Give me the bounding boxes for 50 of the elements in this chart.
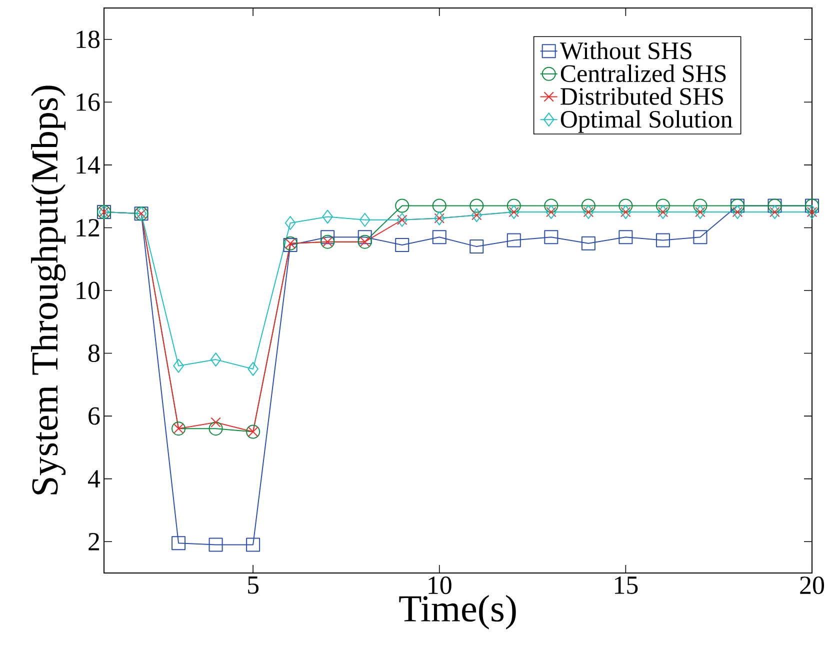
point (320, 230, 335, 244)
point (395, 198, 410, 213)
point (470, 198, 484, 213)
point (506, 233, 521, 248)
point (248, 362, 258, 376)
y-tick-label: 6 (88, 407, 100, 425)
point (506, 198, 521, 213)
x-tick-label: 20 (800, 576, 824, 594)
y-axis-title: System Throughput(Mbps) (31, 86, 66, 494)
point (693, 198, 708, 213)
legend-label: Optimal Solution (560, 110, 732, 133)
y-tick-label: 14 (76, 156, 100, 174)
x-axis-title: Time(s) (399, 594, 516, 630)
point (172, 536, 186, 550)
y-tick-label: 16 (76, 93, 100, 111)
point (581, 198, 596, 213)
x-tick-label: 15 (614, 576, 638, 594)
point (322, 210, 333, 224)
point (544, 198, 558, 213)
point (359, 212, 370, 227)
y-tick-label: 4 (88, 470, 100, 488)
point (432, 230, 446, 244)
legend-label: Centralized SHS (560, 64, 726, 82)
point (246, 538, 260, 552)
point (395, 238, 410, 252)
x-tick-label: 5 (248, 576, 259, 594)
point (358, 230, 372, 244)
y-tick-label: 12 (76, 219, 100, 236)
point (173, 358, 184, 373)
point (656, 198, 670, 213)
point (470, 240, 484, 254)
point (581, 236, 596, 250)
point (210, 352, 222, 367)
point (432, 198, 446, 213)
point (693, 230, 708, 244)
point (544, 230, 558, 244)
point (618, 230, 633, 244)
point (208, 538, 223, 552)
y-tick-label: 8 (88, 344, 100, 362)
x-tick-label: 10 (428, 576, 452, 594)
y-tick-label: 18 (76, 30, 100, 48)
y-tick-label: 2 (88, 532, 100, 550)
legend-label: Without SHS (560, 42, 692, 60)
point (210, 417, 221, 428)
legend-label: Distributed SHS (560, 87, 723, 105)
point (656, 233, 670, 248)
point (284, 216, 296, 230)
point (208, 422, 223, 436)
point (618, 198, 633, 213)
y-tick-label: 10 (76, 282, 100, 300)
